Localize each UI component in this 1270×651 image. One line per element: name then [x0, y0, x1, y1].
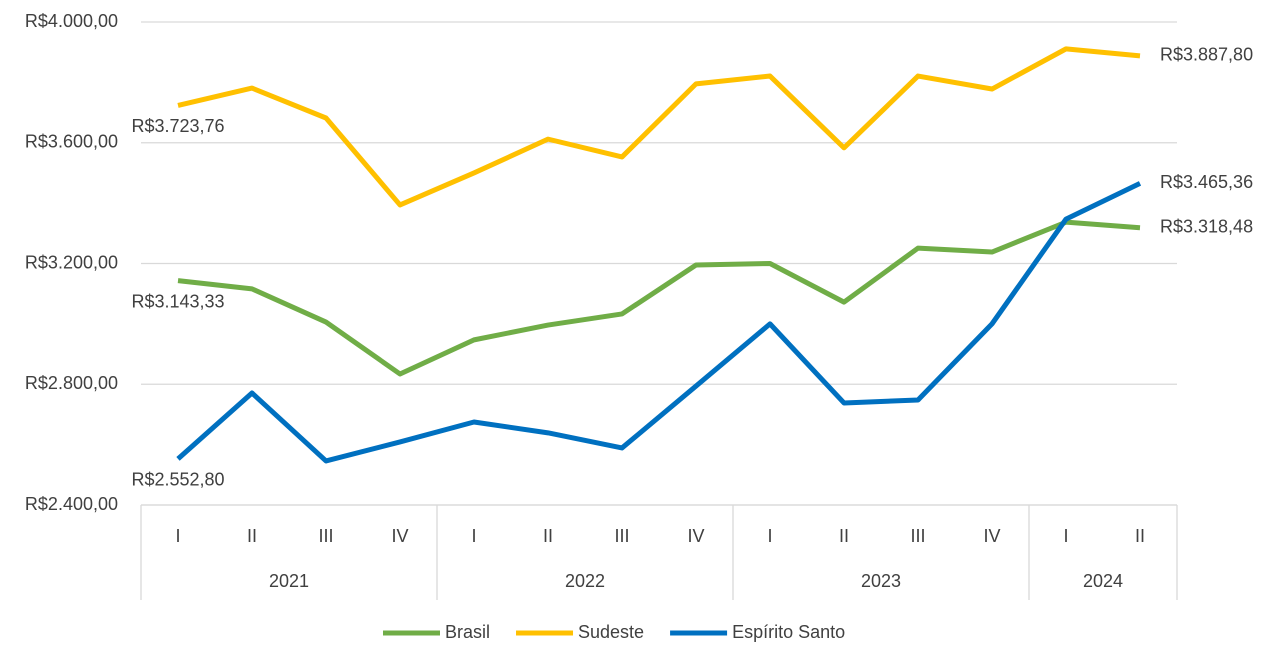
- x-tick-label: IV: [687, 526, 704, 546]
- data-label: R$3.465,36: [1160, 172, 1253, 192]
- x-group-label: 2022: [565, 571, 605, 591]
- x-tick-label: I: [175, 526, 180, 546]
- data-label: R$3.318,48: [1160, 216, 1253, 236]
- series-line: [176, 181, 1142, 464]
- x-tick-label: I: [471, 526, 476, 546]
- x-tick-label: I: [767, 526, 772, 546]
- x-tick-label: III: [318, 526, 333, 546]
- x-tick-label: II: [839, 526, 849, 546]
- data-label: R$3.143,33: [131, 291, 224, 311]
- legend-label: Espírito Santo: [732, 622, 845, 642]
- legend-label: Brasil: [445, 622, 490, 642]
- x-tick-label: II: [543, 526, 553, 546]
- x-tick-label: III: [614, 526, 629, 546]
- series-line: [177, 46, 1141, 208]
- y-tick-label: R$3.600,00: [25, 132, 118, 152]
- x-tick-label: II: [1135, 526, 1145, 546]
- y-tick-label: R$2.400,00: [25, 494, 118, 514]
- x-tick-label: II: [247, 526, 257, 546]
- y-tick-label: R$4.000,00: [25, 11, 118, 31]
- y-tick-label: R$3.200,00: [25, 252, 118, 272]
- x-tick-label: IV: [983, 526, 1000, 546]
- data-label: R$2.552,80: [131, 470, 224, 490]
- x-tick-label: IV: [391, 526, 408, 546]
- x-tick-label: III: [910, 526, 925, 546]
- y-tick-label: R$2.800,00: [25, 373, 118, 393]
- data-label: R$3.723,76: [131, 116, 224, 136]
- x-group-label: 2023: [861, 571, 901, 591]
- x-group-label: 2024: [1083, 571, 1123, 591]
- x-group-label: 2021: [269, 571, 309, 591]
- data-label: R$3.887,80: [1160, 45, 1253, 65]
- legend-label: Sudeste: [578, 622, 644, 642]
- x-tick-label: I: [1063, 526, 1068, 546]
- series-line: [177, 219, 1141, 377]
